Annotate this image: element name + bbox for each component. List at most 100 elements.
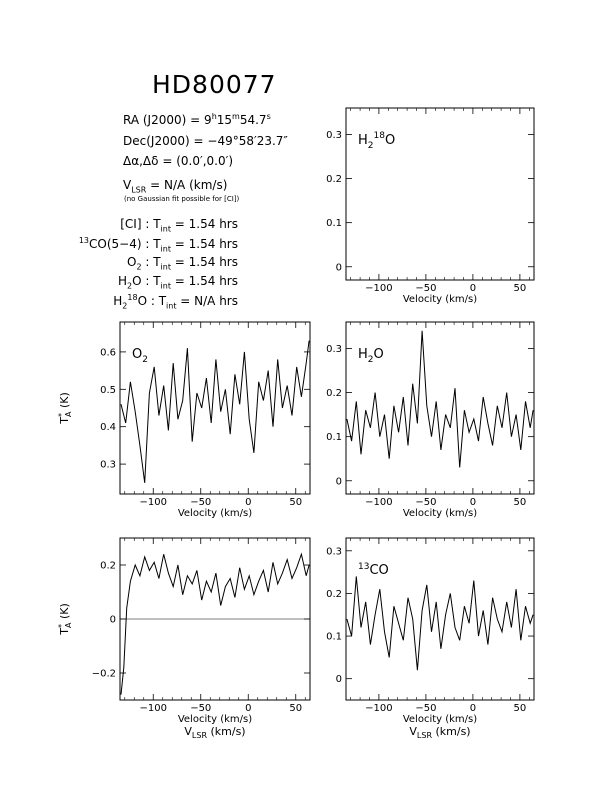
x-tick-label: 0 [245,497,251,508]
x-tick-label: 50 [289,703,302,714]
ra-line: RA (J2000) = 9h15m54.7s [123,112,271,127]
y-tick-label: 0.6 [100,347,116,358]
x-axis-label: Velocity (km/s) [178,508,252,519]
panel-ci: −100 −50 0 50 −0.2 0 0.2 Velocity (km/s)VLSR (k… [57,537,311,740]
tint-value: = 1.54 hrs [170,237,238,251]
y-tick-label: 0.3 [326,344,342,355]
tint-value: = N/A hrs [176,294,238,308]
ra-seconds: 54.7 [239,113,267,127]
y-tick-label: 0 [336,674,342,685]
ra-hours-unit: h [211,112,217,121]
spectrum-line [120,552,310,695]
tint-label: T [153,274,161,288]
tint-label: T [158,294,167,308]
x-tick-label: −100 [365,497,392,508]
x-tick-label: −100 [140,703,167,714]
spectrum-line [120,340,310,483]
y-tick-label: 0.2 [326,388,342,399]
x-axis-label-vlsr: VLSR (km/s) [409,725,470,740]
tint-sub: int [160,262,171,272]
species-label: 13CO [358,562,389,578]
x-tick-label: 50 [289,497,302,508]
dec-label: Dec(J2000) [123,134,190,148]
spectrum-line [346,330,534,468]
offset-value: (0.0′,0.0′) [176,154,233,168]
y-tick-label: 0.3 [100,460,116,471]
plot-frame [119,321,311,495]
vlsr-sub: LSR [131,185,147,195]
x-tick-label: −50 [415,497,436,508]
x-tick-label: −50 [415,703,436,714]
plot-frame [345,537,535,701]
panel-h218o: −100 −50 0 50 0 0.1 0.2 0.3 Velocity (km/s) H218O [326,107,535,305]
ra-minutes-unit: m [232,112,240,121]
dec-value: −49°58′23.7″ [207,134,288,148]
offset-label: Δα,Δδ [123,154,159,168]
spectrum-line [346,576,534,671]
ra-minutes: 15 [216,113,233,127]
integration-row: [CI] : Tint = 1.54 hrs [120,218,238,233]
x-axis-label: Velocity (km/s) [403,294,477,305]
tint-label: T [153,217,161,231]
integration-row: H218O : Tint = N/A hrs [113,294,238,310]
species-name: [CI] [120,217,142,231]
x-tick-label: 50 [514,703,527,714]
ra-label: RA (J2000) [123,113,187,127]
separator: : [147,294,159,308]
species-label: O2 [132,347,148,365]
x-axis-label-vlsr: VLSR (km/s) [184,725,245,740]
ra-eq: = [190,113,201,127]
x-tick-label: −100 [365,283,392,294]
tint-sub: int [160,244,171,254]
separator: : [141,237,154,251]
y-tick-label: 0.1 [326,632,342,643]
species-isotope: 13 [78,236,90,245]
species-sub: 2 [122,301,128,311]
x-tick-label: 0 [470,283,476,294]
ra-seconds-unit: s [266,112,271,121]
vlsr-value: N/A (km/s) [164,178,228,192]
species-post: O [137,294,148,308]
y-tick-label: 0.4 [100,422,116,433]
x-tick-label: 50 [514,283,527,294]
page-title: HD80077 [152,70,277,99]
x-axis-label: Velocity (km/s) [403,508,477,519]
separator: : [141,217,154,231]
species-name: O [126,255,137,269]
tint-sub: int [160,224,171,234]
x-tick-label: −50 [190,703,211,714]
panel-13co: −100 −50 0 50 0 0.1 0.2 0.3 Velocity (km/s)VLSR … [326,537,535,740]
tint-value: = 1.54 hrs [170,255,238,269]
species-name: H [117,274,127,288]
y-axis-label: T*A (K) [57,603,73,636]
x-tick-label: 50 [514,497,527,508]
species-label: H2O [358,347,384,365]
y-tick-label: 0.3 [326,546,342,557]
y-tick-label: 0.3 [326,130,342,141]
species-label: H218O [358,131,395,151]
plot-frame [345,321,535,495]
tint-value: = 1.54 hrs [170,274,238,288]
y-tick-label: 0.2 [326,589,342,600]
species-post: O [132,274,142,288]
species-sup: 18 [127,293,138,302]
separator: : [141,274,154,288]
x-tick-label: −100 [140,497,167,508]
species-sub: 2 [136,262,142,272]
offset-eq: = [162,154,173,168]
y-tick-label: 0.1 [326,432,342,443]
species-name: CO(5−4) [89,237,142,251]
tint-sub: int [160,281,171,291]
y-tick-label: 0.2 [326,174,342,185]
x-tick-label: 0 [470,497,476,508]
y-tick-label: 0.1 [326,218,342,229]
separator: : [141,255,154,269]
integration-row: O2 : Tint = 1.54 hrs [127,256,238,271]
plot-frame [345,107,535,281]
y-tick-label: 0.2 [100,561,116,572]
y-tick-label: 0.5 [100,385,116,396]
x-axis-label: Velocity (km/s) [178,714,252,725]
tint-value: = 1.54 hrs [170,217,238,231]
x-tick-label: 0 [470,703,476,714]
vlsr-eq: = [150,178,161,192]
